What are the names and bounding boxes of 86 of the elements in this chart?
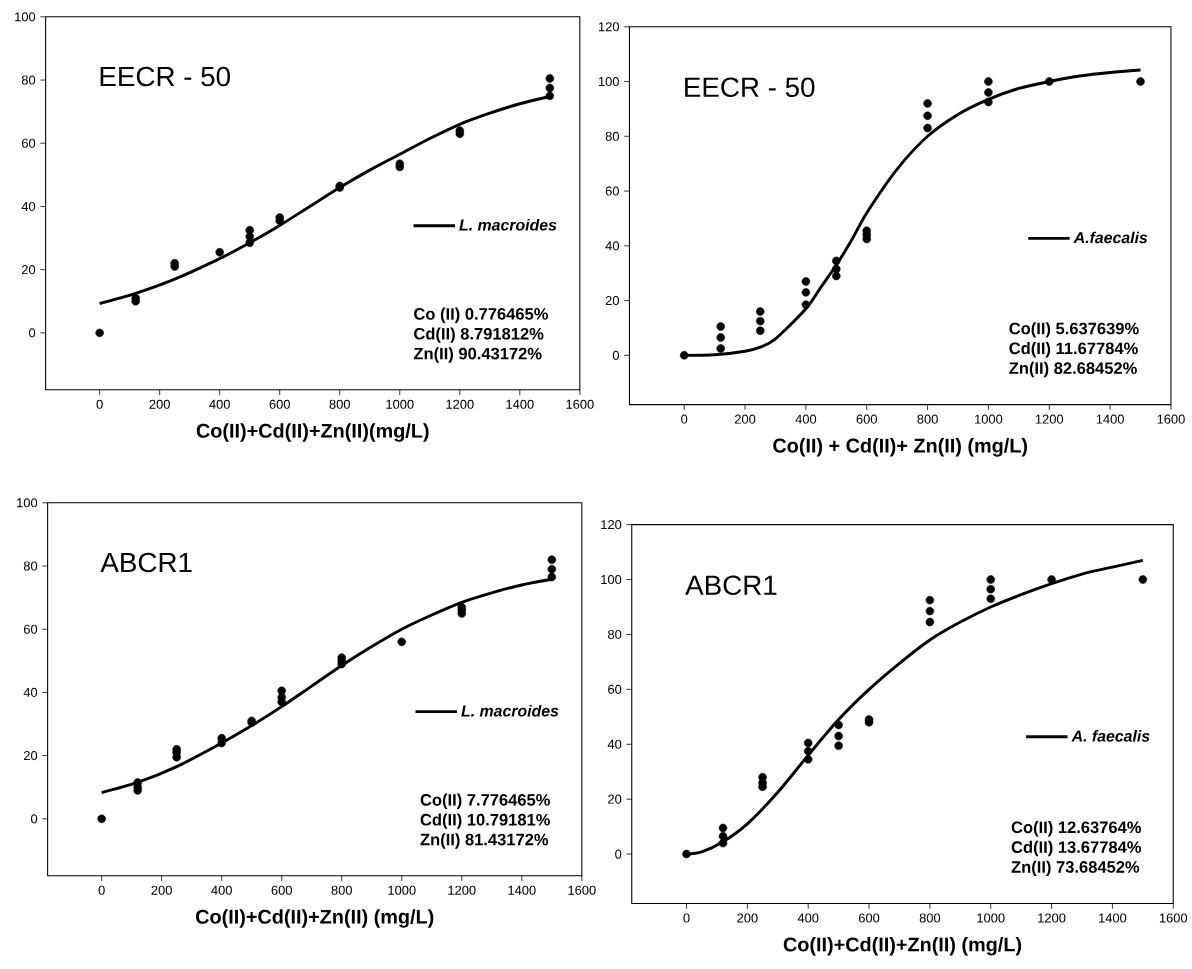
- x-tick-label: 1200: [446, 399, 474, 409]
- legend-label: A.faecalis: [1073, 231, 1148, 244]
- y-tick-label: 0: [612, 350, 619, 360]
- x-tick-label: 1600: [1159, 913, 1188, 923]
- x-tick-label: 800: [919, 913, 941, 923]
- annotation: Co(II) 5.637639%: [1009, 322, 1139, 338]
- x-tick-label: 0: [98, 885, 105, 895]
- x-tick-label: 200: [151, 885, 172, 895]
- x-tick-label: 1400: [1099, 913, 1127, 923]
- annotation: Cd(II) 13.67784%: [1011, 840, 1142, 857]
- x-tick-label: 1400: [508, 885, 536, 895]
- y-tick-label: 80: [605, 131, 619, 141]
- y-tick-label: 0: [615, 849, 622, 859]
- annotation: EECR - 50: [100, 66, 230, 87]
- x-tick-label: 1400: [506, 399, 534, 409]
- y-tick-label: 60: [605, 186, 619, 196]
- annotation: Cd(II) 11.67784%: [1009, 342, 1138, 358]
- x-tick-label: 400: [797, 913, 819, 923]
- y-tick-label: 80: [23, 561, 38, 571]
- x-tick-label: 1000: [386, 399, 414, 409]
- x-tick-label: 800: [331, 885, 352, 895]
- legend-label: L. macroides: [459, 218, 557, 231]
- x-tick-label: 200: [734, 414, 756, 424]
- annotation: Cd(II) 8.791812%: [414, 327, 544, 343]
- x-axis-title: Co(II)+Cd(II)+Zn(II)(mg/L): [196, 423, 429, 442]
- y-tick-label: 60: [608, 684, 622, 694]
- y-tick-label: 20: [608, 794, 622, 804]
- y-tick-label: 80: [21, 75, 36, 85]
- x-tick-label: 0: [96, 399, 103, 409]
- x-tick-label: 600: [269, 399, 290, 409]
- x-tick-label: 0: [681, 414, 688, 424]
- x-tick-label: 1000: [975, 414, 1003, 424]
- y-tick-label: 40: [605, 241, 619, 251]
- annotation: ABCR1: [100, 552, 192, 573]
- x-tick-label: 1400: [1096, 414, 1124, 424]
- y-tick-label: 20: [605, 296, 619, 306]
- legend-label: A. faecalis: [1071, 730, 1150, 742]
- x-tick-label: 200: [737, 913, 758, 923]
- annotation: EECR - 50: [685, 77, 815, 98]
- annotation: ABCR1: [685, 575, 777, 596]
- y-tick-label: 0: [30, 814, 38, 824]
- y-tick-label: 60: [23, 624, 38, 634]
- annotation: Cd(II) 10.79181%: [420, 813, 550, 829]
- annotation: Zn(II) 90.43172%: [413, 347, 542, 363]
- y-tick-label: 100: [601, 575, 622, 585]
- y-tick-label: 100: [598, 77, 619, 87]
- annotation: Co (II) 0.776465%: [414, 307, 549, 324]
- x-tick-label: 800: [329, 399, 351, 409]
- y-tick-label: 20: [23, 751, 38, 761]
- x-tick-label: 1200: [448, 885, 476, 895]
- x-tick-label: 1200: [1038, 913, 1066, 923]
- x-tick-label: 600: [856, 414, 877, 424]
- y-tick-label: 100: [17, 498, 38, 508]
- x-axis-title: Co(II)+Cd(II)+Zn(II) (mg/L): [783, 936, 1022, 956]
- x-tick-label: 0: [683, 913, 690, 923]
- x-tick-label: 400: [211, 885, 232, 895]
- y-tick-label: 120: [598, 22, 619, 32]
- x-tick-label: 1600: [1157, 414, 1185, 424]
- y-tick-label: 40: [607, 739, 622, 749]
- legend-label: L. macroides: [461, 704, 559, 717]
- annotation: Zn(II) 73.68452%: [1011, 860, 1140, 877]
- y-tick-label: 80: [608, 629, 622, 640]
- x-tick-label: 1000: [977, 913, 1005, 923]
- y-tick-label: 20: [21, 265, 36, 275]
- y-tick-label: 120: [601, 520, 622, 530]
- x-tick-label: 600: [858, 913, 880, 923]
- x-tick-label: 1600: [568, 885, 596, 895]
- annotation: Co(II) 12.63764%: [1011, 821, 1142, 837]
- y-tick-label: 100: [15, 12, 36, 22]
- x-tick-label: 400: [795, 414, 817, 424]
- x-axis-title: Co(II) + Cd(II)+ Zn(II) (mg/L): [773, 438, 1028, 457]
- annotation: Zn(II) 82.68452%: [1009, 361, 1137, 378]
- x-tick-label: 400: [209, 399, 230, 409]
- y-tick-label: 60: [21, 138, 36, 148]
- y-tick-label: 40: [21, 201, 36, 212]
- x-axis-title: Co(II)+Cd(II)+Zn(II) (mg/L): [195, 909, 434, 928]
- x-tick-label: 800: [917, 414, 938, 424]
- x-tick-label: 1000: [388, 885, 416, 895]
- x-tick-label: 1600: [566, 399, 594, 409]
- x-tick-label: 200: [149, 399, 170, 409]
- y-tick-label: 40: [23, 687, 38, 698]
- x-tick-label: 1200: [1035, 414, 1064, 424]
- y-tick-label: 0: [28, 328, 36, 338]
- x-tick-label: 600: [271, 885, 292, 895]
- annotation: Co(II) 7.776465%: [420, 793, 550, 810]
- annotation: Zn(II) 81.43172%: [420, 833, 549, 849]
